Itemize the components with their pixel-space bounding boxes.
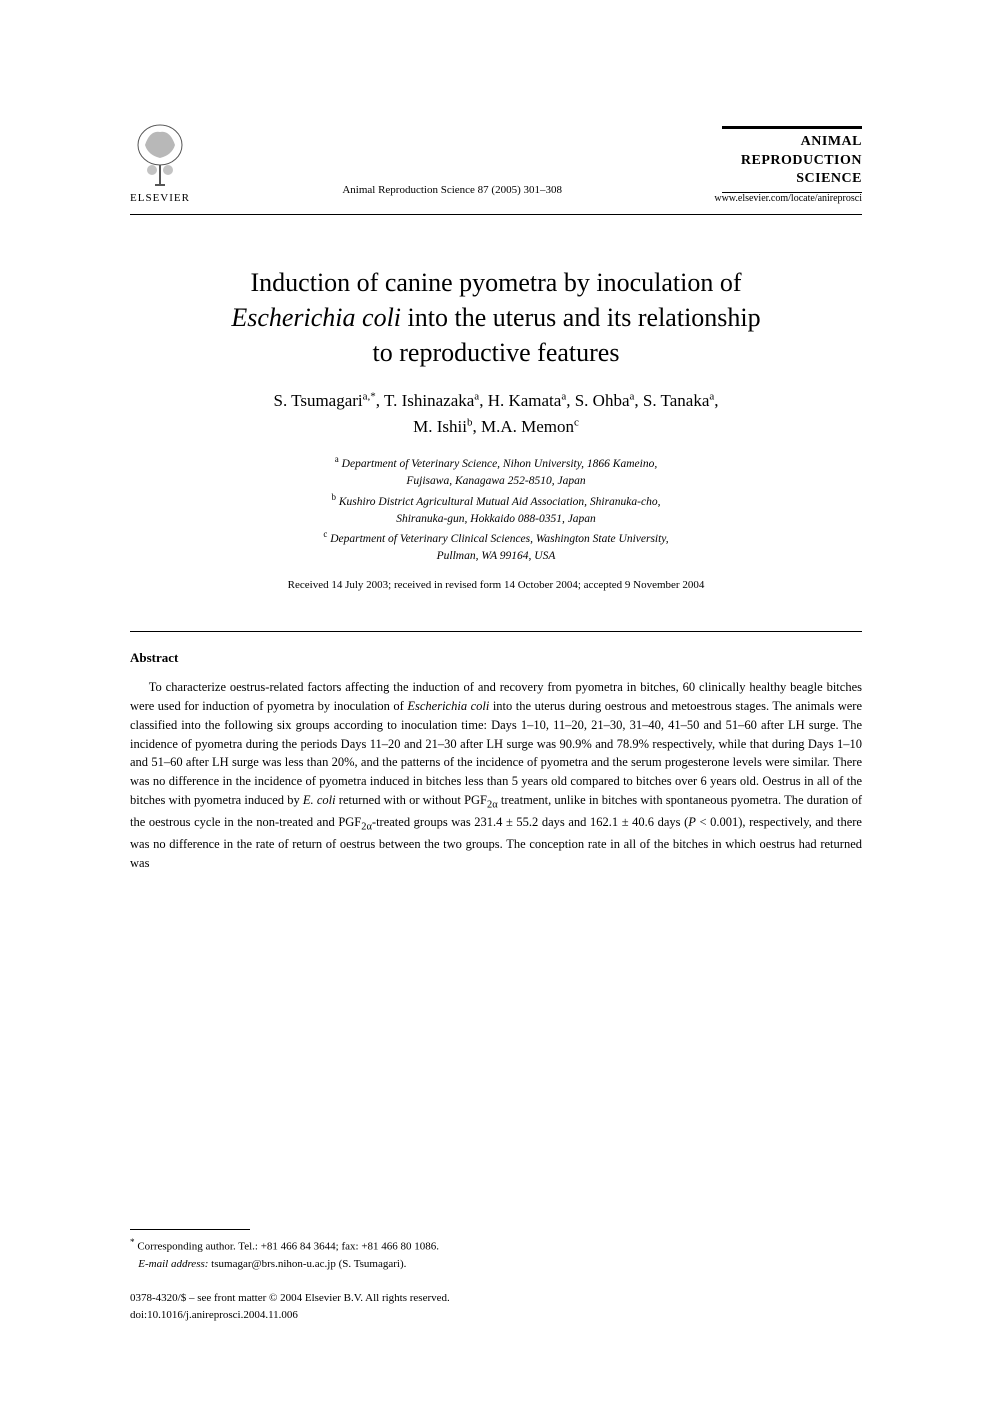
email-label: E-mail address: (138, 1258, 208, 1270)
author-3: , H. Kamata (479, 391, 561, 410)
header-row: ELSEVIER Animal Reproduction Science 87 … (130, 120, 862, 204)
affil-b2: Shiranuka-gun, Hokkaido 088-0351, Japan (396, 513, 596, 525)
page-footer: * Corresponding author. Tel.: +81 466 84… (130, 1229, 862, 1323)
journal-name-line3: SCIENCE (796, 171, 862, 186)
author-4: , S. Ohba (566, 391, 629, 410)
footnote-corr: Corresponding author. Tel.: +81 466 84 3… (135, 1241, 439, 1253)
abstract-p1c: returned with or without PGF (336, 793, 487, 807)
author-2: , T. Ishinazaka (376, 391, 475, 410)
copyright-block: 0378-4320/$ – see front matter © 2004 El… (130, 1290, 862, 1323)
affil-c: Department of Veterinary Clinical Scienc… (327, 533, 668, 545)
abstract-p1b: into the uterus during oestrous and meto… (130, 699, 862, 807)
abstract-body: To characterize oestrus-related factors … (130, 678, 862, 872)
title-line3: to reproductive features (373, 338, 620, 367)
journal-title-box: ANIMAL REPRODUCTION SCIENCE www.elsevier… (714, 126, 862, 204)
author-5: , S. Tanaka (634, 391, 709, 410)
title-line1: Induction of canine pyometra by inoculat… (251, 268, 742, 297)
author-6: M. Ishii (413, 417, 467, 436)
journal-rule-top (722, 126, 862, 129)
footnote-rule (130, 1229, 250, 1230)
authors-block: S. Tsumagaria,*, T. Ishinazakaa, H. Kama… (130, 388, 862, 439)
author-5-sup: a (709, 391, 714, 403)
citation-text: Animal Reproduction Science 87 (2005) 30… (210, 184, 694, 196)
article-title: Induction of canine pyometra by inoculat… (130, 265, 862, 370)
elsevier-tree-icon (130, 120, 190, 190)
header-rule (130, 214, 862, 215)
abstract-sub1: 2α (487, 799, 498, 810)
abstract-pval: P (688, 815, 696, 829)
title-species: Escherichia coli (231, 303, 401, 332)
abstract-heading: Abstract (130, 650, 862, 666)
abstract-species2: E. coli (303, 793, 336, 807)
author-7: , M.A. Memon (472, 417, 574, 436)
abstract-p1e: -treated groups was 231.4 ± 55.2 days an… (372, 815, 688, 829)
affil-b: Kushiro District Agricultural Mutual Aid… (336, 495, 660, 507)
abstract-species1: Escherichia coli (407, 699, 489, 713)
author-7-sup: c (574, 416, 579, 428)
corresponding-footnote: * Corresponding author. Tel.: +81 466 84… (130, 1236, 862, 1272)
affil-a2: Fujisawa, Kanagawa 252-8510, Japan (406, 475, 585, 487)
journal-name: ANIMAL REPRODUCTION SCIENCE (714, 133, 862, 188)
affil-c2: Pullman, WA 99164, USA (437, 550, 556, 562)
title-line2-rest: into the uterus and its relationship (401, 303, 761, 332)
affiliations-block: a Department of Veterinary Science, Niho… (130, 453, 862, 565)
email-value: tsumagar@brs.nihon-u.ac.jp (S. Tsumagari… (208, 1258, 406, 1270)
copyright-line1: 0378-4320/$ – see front matter © 2004 El… (130, 1292, 450, 1304)
doi-line: doi:10.1016/j.anireprosci.2004.11.006 (130, 1309, 298, 1321)
publisher-name: ELSEVIER (130, 192, 190, 204)
journal-name-line2: REPRODUCTION (741, 153, 862, 168)
abstract-sub2: 2α (361, 821, 372, 832)
author-1: S. Tsumagari (273, 391, 362, 410)
affil-a: Department of Veterinary Science, Nihon … (339, 458, 657, 470)
publisher-logo: ELSEVIER (130, 120, 190, 204)
journal-name-line1: ANIMAL (801, 134, 862, 149)
journal-url: www.elsevier.com/locate/anireprosci (714, 193, 862, 204)
received-dates: Received 14 July 2003; received in revis… (130, 579, 862, 591)
abstract-rule (130, 631, 862, 632)
